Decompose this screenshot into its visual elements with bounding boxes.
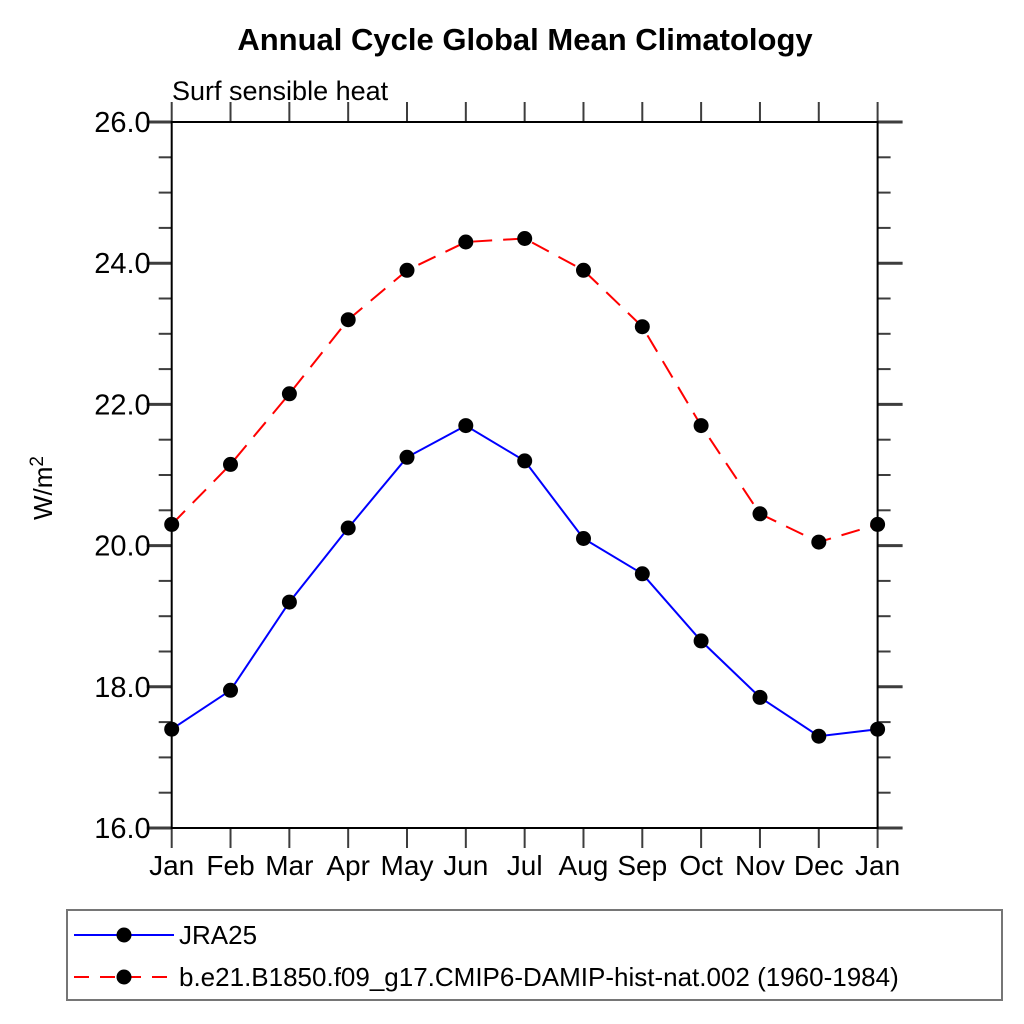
legend-label: JRA25 <box>179 919 258 950</box>
data-point-0-Mar <box>281 594 297 610</box>
chart-title: Annual Cycle Global Mean Climatology <box>237 22 813 57</box>
data-point-0-Feb <box>223 682 238 698</box>
y-tick-label: 22.0 <box>94 389 150 421</box>
data-point-1-Jan <box>870 516 886 532</box>
data-point-0-Jun <box>458 418 474 434</box>
legend: JRA25 b.e21.B1850.f09_g17.CMIP6-DAMIP-hi… <box>66 909 1003 1001</box>
legend-label: b.e21.B1850.f09_g17.CMIP6-DAMIP-hist-nat… <box>179 961 899 992</box>
data-point-1-Nov <box>752 506 768 522</box>
data-point-1-Mar <box>281 386 297 402</box>
x-tick-label: Apr <box>326 850 370 881</box>
data-point-0-Sep <box>634 566 650 582</box>
x-tick-label: Nov <box>735 850 785 881</box>
data-point-0-Jul <box>517 453 533 469</box>
x-tick-label: Oct <box>679 850 723 881</box>
y-tick-label: 24.0 <box>94 248 150 280</box>
series-line-1 <box>170 237 878 544</box>
x-tick-label: Jun <box>443 850 488 881</box>
series-line-0 <box>171 424 878 738</box>
x-tick-label: Mar <box>265 850 313 881</box>
x-tick-label: Jan <box>855 850 900 881</box>
legend-sample-marker <box>116 927 132 943</box>
x-tick-label: Jul <box>507 850 543 881</box>
y-tick-label: 20.0 <box>94 531 150 563</box>
data-point-1-Jun <box>458 234 474 250</box>
data-point-1-Jul <box>517 231 533 246</box>
y-tick-label: 26.0 <box>94 107 150 139</box>
data-point-1-May <box>399 262 415 278</box>
data-point-1-Apr <box>340 312 356 328</box>
data-point-0-Oct <box>693 633 709 649</box>
legend-item-model: b.e21.B1850.f09_g17.CMIP6-DAMIP-hist-nat… <box>68 956 1001 998</box>
x-tick-label: Aug <box>559 850 609 881</box>
data-point-0-Jan <box>164 721 180 737</box>
data-point-0-Aug <box>576 531 591 546</box>
plot-area: 16.0 18.0 20.0 22.0 24.0 26.0 Jan Feb Mar Apr May J… <box>27 102 903 881</box>
legend-sample-marker <box>116 969 132 985</box>
data-point-0-Nov <box>752 689 768 705</box>
x-tick-label: Dec <box>794 850 844 881</box>
legend-line-sample-dashed <box>74 969 174 985</box>
data-point-1-Sep <box>634 319 650 335</box>
x-tick-label: May <box>381 850 434 881</box>
y-tick-label: 16.0 <box>94 813 150 845</box>
y-axis-label: W/m2 <box>27 456 58 520</box>
plot-frame <box>170 121 879 829</box>
data-point-1-Jan <box>164 516 180 532</box>
data-point-1-Dec <box>811 534 827 550</box>
legend-item-jra25: JRA25 <box>68 914 1001 956</box>
x-tick-label: Feb <box>206 850 254 881</box>
chart-subtitle: Surf sensible heat <box>172 76 389 106</box>
data-point-0-Dec <box>811 728 827 744</box>
data-point-1-Aug <box>576 262 591 278</box>
data-point-0-May <box>399 449 415 465</box>
x-tick-label: Jan <box>149 850 194 881</box>
data-point-0-Apr <box>340 520 356 536</box>
x-tick-label: Sep <box>617 850 667 881</box>
legend-line-sample-solid <box>74 927 174 943</box>
y-tick-label: 18.0 <box>94 672 150 704</box>
data-point-1-Feb <box>223 456 238 472</box>
data-point-0-Jan <box>870 721 886 737</box>
data-point-1-Oct <box>693 418 709 434</box>
